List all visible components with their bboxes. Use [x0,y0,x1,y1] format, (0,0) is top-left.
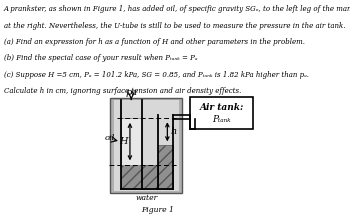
Text: Air tank:: Air tank: [199,104,244,112]
Text: Calculate h in cm, ignoring surface tension and air density effects.: Calculate h in cm, ignoring surface tens… [4,87,241,95]
Text: (a) Find an expression for h as a function of H and other parameters in the prob: (a) Find an expression for h as a functi… [4,38,304,46]
Text: H: H [119,137,128,146]
Text: water: water [136,194,158,202]
Bar [121,118,142,165]
Bar [114,100,178,191]
Text: Figure 1: Figure 1 [141,206,174,214]
Text: Pₜₐₙₖ: Pₜₐₙₖ [212,115,231,124]
Text: at the right. Nevertheless, the U-tube is still to be used to measure the pressu: at the right. Nevertheless, the U-tube i… [4,22,345,30]
Bar [110,98,182,193]
Text: (c) Suppose H =5 cm, Pₐ = 101.2 kPa, SG = 0.85, and Pₜₐₙₖ is 1.82 kPa higher tha: (c) Suppose H =5 cm, Pₐ = 101.2 kPa, SG … [4,71,308,79]
Text: (b) Find the special case of your result when Pₜₐₙₖ = Pₐ: (b) Find the special case of your result… [4,54,197,62]
Bar [121,165,173,189]
Text: h: h [171,127,177,136]
Text: oil: oil [105,134,115,142]
Bar [158,145,173,189]
Text: pa: pa [125,88,137,97]
Text: A prankster, as shown in Figure 1, has added oil, of specific gravity SGₒ, to th: A prankster, as shown in Figure 1, has a… [4,5,350,13]
Bar [190,97,253,129]
